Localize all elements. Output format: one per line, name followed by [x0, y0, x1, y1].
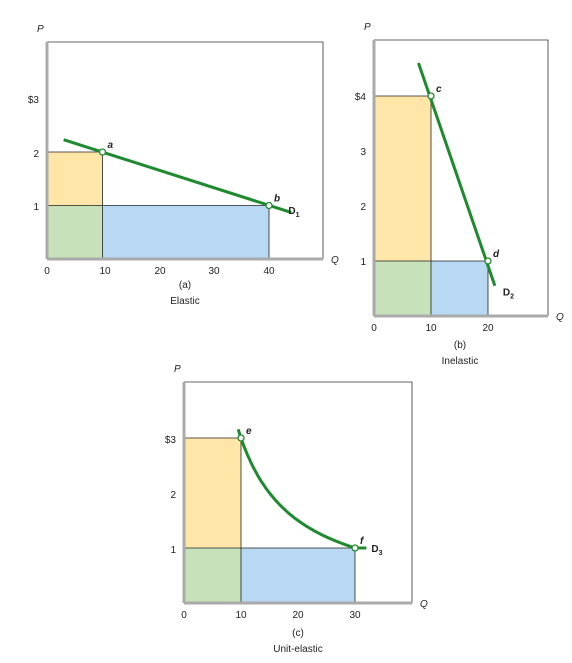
- x-tick-label: 10: [425, 323, 437, 334]
- plot-frame: [184, 381, 413, 603]
- y-tick-label: 2: [33, 149, 39, 160]
- revenue-rect-loss: [102, 205, 269, 259]
- point-label-f: f: [360, 536, 365, 547]
- y-tick-label: 1: [170, 545, 176, 556]
- x-tick-label: 10: [235, 610, 247, 621]
- point-label-b: b: [274, 194, 280, 205]
- point-f: [351, 544, 359, 552]
- point-d: [484, 257, 492, 265]
- y-tick-label: 3: [360, 147, 366, 158]
- panel-caption: (c): [292, 628, 304, 639]
- point-label-d: d: [493, 249, 500, 260]
- x-tick-label: 40: [263, 266, 275, 277]
- x-tick-label: 0: [371, 323, 377, 334]
- point-label-e: e: [246, 426, 252, 437]
- x-tick-label: 10: [99, 266, 111, 277]
- y-tick-label: $4: [355, 92, 367, 103]
- point-label-c: c: [436, 84, 442, 95]
- y-axis-label: P: [174, 364, 181, 375]
- x-tick-label: 30: [349, 610, 361, 621]
- x-axis-label: Q: [556, 312, 564, 323]
- demand-label-D1: D1: [288, 206, 299, 219]
- panel-caption: (a): [179, 280, 191, 291]
- panel-subtitle: Unit-elastic: [273, 644, 322, 655]
- revenue-rect-loss: [241, 548, 355, 603]
- x-tick-label: 20: [482, 323, 494, 334]
- panel-b: P Q 0 10 20 1 2 3 $4 c d D2 (b) Inelastic: [355, 22, 564, 367]
- x-tick-label: 0: [44, 266, 50, 277]
- x-tick-label: 0: [181, 610, 187, 621]
- panel-c: P Q 0 10 20 30 1 2 $3 e f D3 (c) Unit-elastic: [165, 364, 428, 655]
- y-axis-label: P: [37, 24, 44, 35]
- x-tick-label: 30: [208, 266, 220, 277]
- y-tick-label: 1: [360, 257, 366, 268]
- y-tick-label: 2: [360, 202, 366, 213]
- revenue-rect-gain: [184, 438, 241, 548]
- plot-frame: [374, 39, 549, 316]
- panel-subtitle: Inelastic: [442, 356, 479, 367]
- y-tick-label: 2: [170, 490, 176, 501]
- x-tick-label: 20: [292, 610, 304, 621]
- x-axis-label: Q: [331, 255, 339, 266]
- demand-label-D2: D2: [503, 287, 514, 300]
- revenue-rect-common: [47, 205, 103, 259]
- demand-label-D3: D3: [371, 544, 382, 557]
- point-b: [265, 201, 273, 210]
- x-axis-label: Q: [420, 599, 428, 610]
- panel-caption: (b): [454, 340, 466, 351]
- revenue-rect-loss: [431, 261, 488, 316]
- revenue-rect-common: [184, 548, 241, 603]
- panel-subtitle: Elastic: [170, 296, 199, 307]
- panel-a: P Q 0 10 20 30 40 1 2 $3 a b D1 (a) Elastic: [28, 24, 339, 307]
- x-tick-label: 20: [154, 266, 166, 277]
- revenue-rect-common: [374, 261, 431, 316]
- y-axis-label: P: [364, 22, 371, 33]
- demand-curve-D2: [417, 62, 497, 287]
- plot-frame: [47, 41, 324, 259]
- point-c: [427, 92, 435, 100]
- revenue-rect-gain: [47, 152, 103, 206]
- point-a: [98, 148, 107, 156]
- demand-curve-D3: [236, 428, 367, 550]
- point-label-a: a: [108, 140, 114, 151]
- y-tick-label: $3: [28, 95, 40, 106]
- point-e: [237, 434, 245, 442]
- revenue-rect-gain: [374, 96, 431, 261]
- y-tick-label: $3: [165, 435, 177, 446]
- y-tick-label: 1: [33, 202, 39, 213]
